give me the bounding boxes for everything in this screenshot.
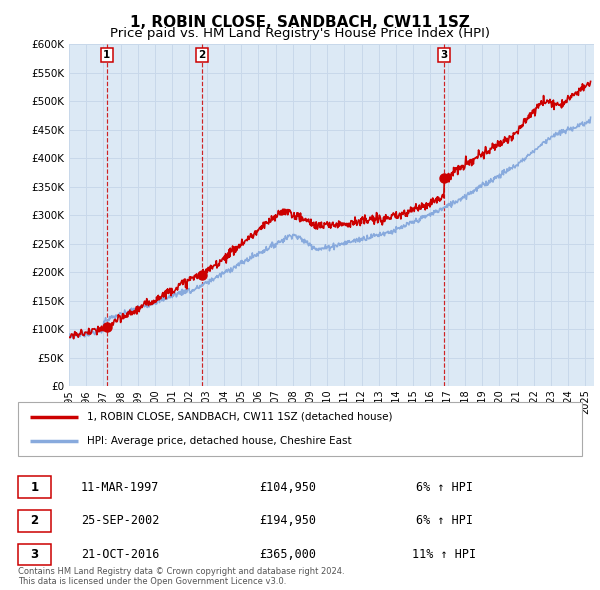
Text: 2: 2 — [31, 514, 38, 527]
Text: 21-OCT-2016: 21-OCT-2016 — [81, 548, 159, 561]
Text: 11-MAR-1997: 11-MAR-1997 — [81, 481, 159, 494]
Text: 3: 3 — [31, 548, 38, 561]
Text: Contains HM Land Registry data © Crown copyright and database right 2024.
This d: Contains HM Land Registry data © Crown c… — [18, 566, 344, 586]
Text: 1: 1 — [31, 481, 38, 494]
Text: Price paid vs. HM Land Registry's House Price Index (HPI): Price paid vs. HM Land Registry's House … — [110, 27, 490, 40]
Text: 11% ↑ HPI: 11% ↑ HPI — [412, 548, 476, 561]
FancyBboxPatch shape — [18, 476, 51, 498]
Text: 1: 1 — [103, 50, 110, 60]
Text: 1, ROBIN CLOSE, SANDBACH, CW11 1SZ (detached house): 1, ROBIN CLOSE, SANDBACH, CW11 1SZ (deta… — [87, 412, 392, 422]
Text: HPI: Average price, detached house, Cheshire East: HPI: Average price, detached house, Ches… — [87, 436, 352, 446]
Text: 3: 3 — [440, 50, 448, 60]
FancyBboxPatch shape — [18, 402, 582, 455]
Text: 1, ROBIN CLOSE, SANDBACH, CW11 1SZ: 1, ROBIN CLOSE, SANDBACH, CW11 1SZ — [130, 15, 470, 30]
Text: 25-SEP-2002: 25-SEP-2002 — [81, 514, 159, 527]
Text: 6% ↑ HPI: 6% ↑ HPI — [415, 514, 473, 527]
Text: 6% ↑ HPI: 6% ↑ HPI — [415, 481, 473, 494]
FancyBboxPatch shape — [18, 543, 51, 565]
Text: £365,000: £365,000 — [260, 548, 317, 561]
FancyBboxPatch shape — [18, 510, 51, 532]
Text: 2: 2 — [199, 50, 206, 60]
Text: £104,950: £104,950 — [260, 481, 317, 494]
Text: £194,950: £194,950 — [260, 514, 317, 527]
